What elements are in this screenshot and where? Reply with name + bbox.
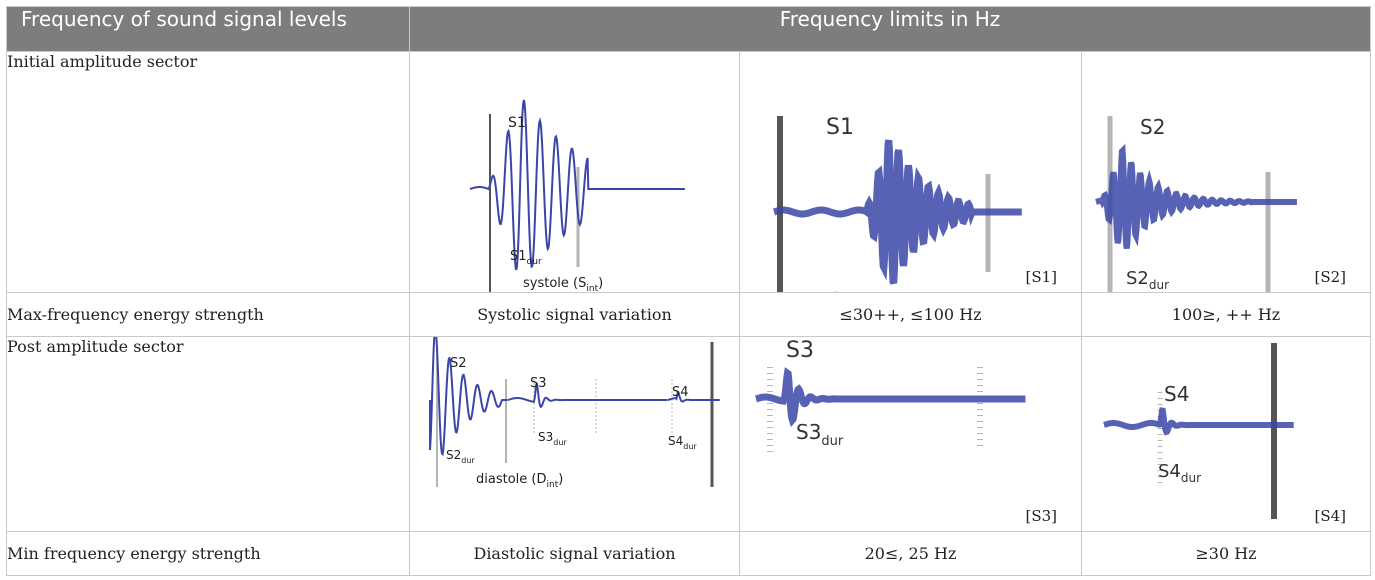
s1-waveform	[469, 99, 685, 271]
s1-duration-label: S1dur	[510, 249, 542, 267]
s3-zoom-waveform	[755, 367, 1026, 427]
systole-caption: systole (Sint)	[523, 276, 603, 292]
systole-waveform-figure: S1 S1dur systole (Sint)	[469, 99, 685, 292]
citation-s4: [S4]	[1314, 507, 1346, 525]
systolic-variation-cell: Systolic signal variation	[409, 292, 740, 337]
s3-label: S3	[530, 376, 547, 391]
header-frequency-limits: Frequency limits in Hz	[409, 6, 1371, 52]
diastolic-variation-cell: Diastolic signal variation	[409, 531, 740, 576]
row-label-post: Post amplitude sector	[6, 336, 410, 532]
s2-zoom-waveform	[1095, 143, 1297, 249]
min-limit-s3-cell: 20≤, 25 Hz	[739, 531, 1082, 576]
s4-zoom-title: S4	[1164, 382, 1189, 406]
s1-zoom-waveform	[773, 139, 1022, 285]
s1-zoom-title: S1	[826, 115, 854, 140]
s2-zoom-figure: S2 S2dur	[1095, 115, 1297, 292]
s3-zoom-figure: S3 S3dur	[755, 338, 1026, 457]
citation-s3: [S3]	[1025, 507, 1057, 525]
diastole-waveform-figure: S2 S2dur S3 S3dur S4 S4dur diastole (Din…	[429, 337, 720, 490]
s2-zoom-figure-cell: S2 S2dur [S2]	[1081, 51, 1371, 293]
s2-zoom-duration: S2dur	[1126, 268, 1169, 292]
s3-zoom-duration: S3dur	[796, 420, 844, 449]
diastole-caption: diastole (Dint)	[476, 472, 563, 490]
row-label-max: Max-frequency energy strength	[6, 292, 410, 337]
s4-duration-label: S4dur	[668, 434, 697, 451]
max-limit-s2-cell: 100≥, ++ Hz	[1081, 292, 1371, 337]
s4-label: S4	[672, 385, 689, 400]
diastole-figure-cell: S2 S2dur S3 S3dur S4 S4dur diastole (Din…	[409, 336, 740, 532]
s4-zoom-waveform	[1103, 407, 1294, 436]
s2-zoom-title: S2	[1140, 115, 1165, 139]
s4-zoom-figure: S4 S4dur	[1103, 343, 1294, 519]
citation-s2: [S2]	[1314, 268, 1346, 286]
s1-label: S1	[508, 115, 526, 131]
s1-zoom-figure-cell: S1 S1dur [S1]	[739, 51, 1082, 293]
s2-duration-label: S2dur	[446, 448, 475, 465]
s3-zoom-figure-cell: S3 S3dur [S3]	[739, 336, 1082, 532]
s3-duration-label: S3dur	[538, 430, 567, 447]
citation-s1: [S1]	[1025, 268, 1057, 286]
max-limit-s1-cell: ≤30++, ≤100 Hz	[739, 292, 1082, 337]
s1-zoom-duration: S1dur	[830, 288, 878, 292]
frequency-table: Frequency of sound signal levels Frequen…	[6, 6, 1371, 576]
systole-figure-cell: S1 S1dur systole (Sint)	[409, 51, 740, 293]
s3-diastole-waveform	[507, 382, 668, 409]
header-frequency-levels: Frequency of sound signal levels	[6, 6, 410, 52]
s2-diastole-waveform	[429, 337, 508, 457]
s4-zoom-duration: S4dur	[1158, 461, 1201, 485]
s1-zoom-figure: S1 S1dur	[773, 115, 1022, 292]
s3-zoom-title: S3	[786, 338, 814, 363]
s2-label: S2	[450, 356, 467, 371]
s4-diastole-waveform	[667, 390, 720, 403]
s4-zoom-figure-cell: S4 S4dur [S4]	[1081, 336, 1371, 532]
row-label-min: Min frequency energy strength	[6, 531, 410, 576]
min-limit-s4-cell: ≥30 Hz	[1081, 531, 1371, 576]
row-label-initial: Initial amplitude sector	[6, 51, 410, 293]
